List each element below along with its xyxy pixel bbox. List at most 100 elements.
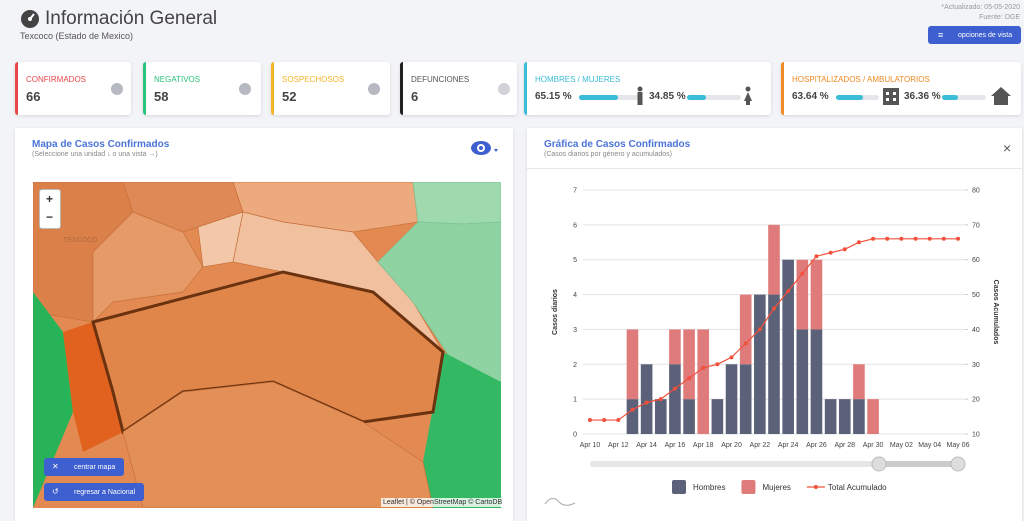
bar-segment <box>867 399 879 434</box>
x-tick-label: May 02 <box>890 442 913 449</box>
zoom-control: + − <box>39 189 61 229</box>
bar-segment <box>768 294 780 434</box>
card-percent: 36.36 % <box>904 91 941 102</box>
y2-tick-label: 70 <box>972 222 980 229</box>
card-label: DEFUNCIONES <box>411 75 470 84</box>
card: SOSPECHOSOS 52 <box>271 62 390 115</box>
y2-axis-label: Casos Acumulados <box>992 280 999 345</box>
bar-segment <box>683 399 695 434</box>
line-point <box>729 355 734 360</box>
x-tick-label: Apr 14 <box>636 442 657 449</box>
card: DEFUNCIONES 6 <box>400 62 517 115</box>
y-tick-label: 2 <box>573 362 577 369</box>
y2-tick-label: 30 <box>972 362 980 369</box>
center-icon: ✕ <box>52 462 59 471</box>
view-options-button[interactable]: ≡ opciones de vista <box>928 26 1021 44</box>
bar-segment <box>654 399 667 434</box>
bar-segment <box>669 364 681 434</box>
card: NEGATIVOS 58 <box>143 62 261 115</box>
y-tick-label: 7 <box>573 188 577 195</box>
card-value: 6 <box>411 89 419 104</box>
panel-subtitle: (Casos diarios por género y acumulados) <box>544 151 673 158</box>
chart: 0 1 2 3 4 5 6 7 10 20 30 40 50 60 70 80 Casos diarios Cas… <box>544 188 999 506</box>
plus-icon <box>111 83 123 95</box>
x-tick-label: Apr 26 <box>806 442 827 449</box>
eye-toggle[interactable] <box>470 138 500 158</box>
line-point <box>672 386 677 391</box>
bar-segment <box>754 294 766 434</box>
line-point <box>658 397 663 402</box>
line-point <box>786 289 791 294</box>
bar-segment <box>782 259 794 434</box>
national-button[interactable]: ↺ regresar a Nacional <box>44 483 144 501</box>
map[interactable]: TEXCOCO <box>33 182 501 508</box>
card-value: 66 <box>26 89 41 104</box>
progress-track <box>836 95 879 100</box>
x-tick-label: Apr 22 <box>750 442 771 449</box>
menu-icon: ≡ <box>938 30 944 40</box>
line-point <box>772 306 776 311</box>
y-tick-label: 4 <box>573 292 577 299</box>
divider <box>527 168 1022 169</box>
bar-segment <box>697 329 710 434</box>
x-tick-label: May 04 <box>918 442 941 449</box>
bar-segment <box>711 399 724 434</box>
line-point <box>913 236 918 241</box>
bar-segment <box>810 329 823 434</box>
x-tick-label: Apr 28 <box>834 442 855 449</box>
progress-track <box>942 95 986 100</box>
slider-handle[interactable] <box>950 456 966 472</box>
legend-swatch <box>741 480 756 494</box>
progress-fill <box>579 95 619 100</box>
bar-segment <box>739 294 752 365</box>
card-value: 58 <box>154 89 169 104</box>
card-percent: 63.64 % <box>792 91 829 102</box>
legend-label: Hombres <box>693 483 725 492</box>
bar-segment <box>796 329 809 434</box>
bar-segment <box>683 329 695 400</box>
y-tick-label: 1 <box>573 397 577 404</box>
x-tick-label: May 06 <box>947 442 970 449</box>
progress-fill <box>836 95 864 100</box>
line-point <box>842 247 847 252</box>
bar-segment <box>838 399 851 434</box>
bar-segment <box>640 364 653 434</box>
card: HOSPITALIZADOS / AMBULATORIOS 63.64 % 36… <box>781 62 1021 115</box>
man-icon <box>637 86 643 105</box>
bar-segment <box>853 399 865 434</box>
home-icon <box>991 87 1011 105</box>
button-label: centrar mapa <box>74 464 116 471</box>
legend-label: Mujeres <box>762 483 790 492</box>
button-label: opciones de vista <box>958 32 1013 39</box>
line-point <box>715 362 720 367</box>
range-slider[interactable] <box>590 461 960 467</box>
line-point <box>814 254 819 259</box>
page-subtitle: Texcoco (Estado de Mexico) <box>20 31 134 41</box>
zoom-out[interactable]: − <box>46 210 54 224</box>
line-point <box>630 407 635 412</box>
y2-tick-label: 10 <box>972 432 980 439</box>
slider-handle[interactable] <box>871 456 887 472</box>
attribution: Leaflet | © OpenStreetMap © CartoDB <box>381 498 505 507</box>
line-point <box>941 236 946 241</box>
y2-tick-label: 40 <box>972 327 980 334</box>
progress-track <box>687 95 741 100</box>
line-point <box>743 341 748 346</box>
back-icon: ↺ <box>52 487 59 496</box>
line-point <box>602 418 607 423</box>
card-percent: 34.85 % <box>649 91 686 102</box>
progress-fill <box>942 95 958 100</box>
page-title: Información General <box>45 8 218 29</box>
center-map-button[interactable]: ✕ centrar mapa <box>44 458 124 476</box>
range-selection <box>877 461 960 467</box>
line-point <box>687 376 692 381</box>
line-point <box>828 250 833 255</box>
line-point <box>588 418 592 423</box>
close-button[interactable]: × <box>1003 140 1012 156</box>
line-point <box>757 327 762 332</box>
zoom-in[interactable]: + <box>46 192 54 206</box>
x-tick-label: Apr 24 <box>778 442 799 449</box>
line-point <box>701 365 706 370</box>
line-point <box>800 271 805 276</box>
gauge-icon <box>21 10 39 28</box>
